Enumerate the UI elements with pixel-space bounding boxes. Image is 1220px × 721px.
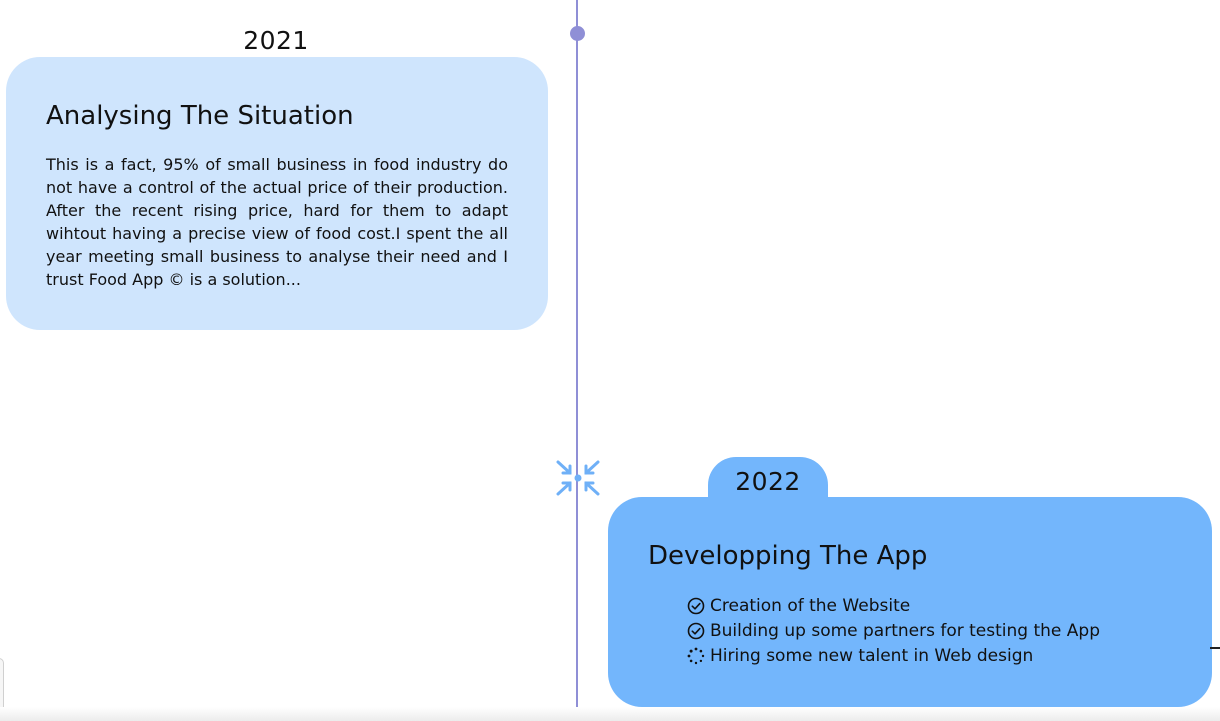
timeline-card-2021: Analysing The Situation This is a fact, … [6,57,548,330]
check-circle-icon [687,622,705,639]
check-circle-icon [687,597,705,614]
bottom-edge [0,707,1220,721]
loading-spinner-icon [687,647,705,664]
task-list: Creation of the Website Building up some… [648,593,1172,668]
task-item: Creation of the Website [687,593,1172,618]
card-title: Analysing The Situation [46,101,354,131]
collapse-arrows-icon[interactable] [554,458,602,498]
task-item: Hiring some new talent in Web design [687,643,1172,668]
task-label: Building up some partners for testing th… [710,620,1100,641]
year-label-2021: 2021 [243,26,309,55]
timeline-card-2022: Developping The App Creation of the Webs… [608,497,1212,707]
timeline-start-dot [570,26,585,41]
edge-marker [1210,647,1220,649]
timeline-line [576,0,578,721]
card-description: This is a fact, 95% of small business in… [46,155,508,289]
card-title: Developping The App [648,541,928,571]
task-label: Creation of the Website [710,595,911,616]
task-label: Hiring some new talent in Web design [710,645,1034,666]
task-item: Building up some partners for testing th… [687,618,1172,643]
